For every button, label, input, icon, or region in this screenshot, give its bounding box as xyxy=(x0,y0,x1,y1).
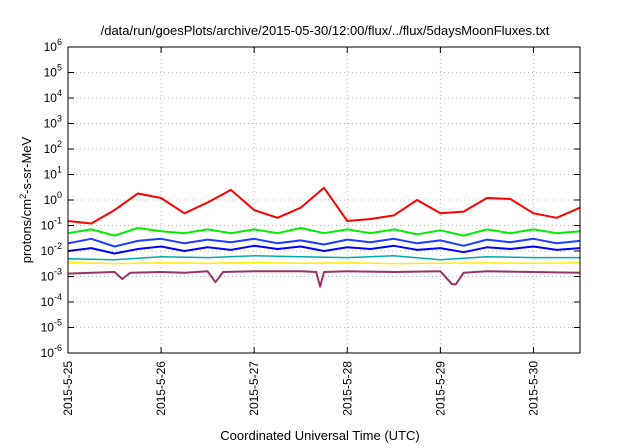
y-tick-label-base: 10 xyxy=(41,270,55,284)
y-tick-label-base: 10 xyxy=(44,117,58,131)
y-tick-label-exponent: 3 xyxy=(57,114,62,124)
x-axis-label: Coordinated Universal Time (UTC) xyxy=(220,428,419,443)
y-tick-label: 10-3 xyxy=(41,267,62,284)
y-tick-label-base: 10 xyxy=(44,91,58,105)
y-tick-label-exponent: -6 xyxy=(54,343,62,353)
x-tick-label: 2015-5-29 xyxy=(433,361,447,416)
y-tick-label-exponent: -5 xyxy=(54,318,62,328)
y-tick-label: 10-2 xyxy=(41,241,62,258)
y-axis: 10-610-510-410-310-210-11001011021031041… xyxy=(41,37,580,360)
y-tick-label-base: 10 xyxy=(41,244,55,258)
y-tick-label-base: 10 xyxy=(44,142,58,156)
series-line-2 xyxy=(67,270,581,288)
y-tick-label-exponent: 4 xyxy=(57,88,62,98)
y-tick-label-exponent: -1 xyxy=(54,216,62,226)
y-tick-label-base: 10 xyxy=(44,168,58,182)
y-tick-label-exponent: 6 xyxy=(57,37,62,47)
chart-title: /data/run/goesPlots/archive/2015-05-30/1… xyxy=(101,23,550,38)
x-tick-label: 2015-5-26 xyxy=(154,361,168,416)
y-tick-label-base: 10 xyxy=(41,295,55,309)
y-tick-label: 106 xyxy=(44,37,62,54)
series-line-7 xyxy=(67,186,581,225)
y-tick-label: 105 xyxy=(44,63,62,80)
y-tick-label: 10-4 xyxy=(41,292,62,309)
y-tick-label: 102 xyxy=(44,139,62,156)
y-tick-label-exponent: -2 xyxy=(54,241,62,251)
series-line-6 xyxy=(67,227,581,237)
x-axis: 2015-5-25 2015-5-26 2015-5-27 2015-5-28 2015… xyxy=(61,47,540,416)
y-tick-label-exponent: 5 xyxy=(57,63,62,73)
grid xyxy=(68,47,580,353)
y-tick-label: 103 xyxy=(44,114,62,131)
x-tick-label: 2015-5-27 xyxy=(247,361,261,416)
x-tick-label: 2015-5-28 xyxy=(340,361,354,416)
series-line-3 xyxy=(67,255,580,261)
y-tick-label: 10-6 xyxy=(41,343,62,360)
y-axis-label-superscript: 2 xyxy=(18,194,28,199)
y-tick-label: 104 xyxy=(44,88,62,105)
y-tick-label-exponent: 0 xyxy=(57,190,62,200)
x-tick-label: 2015-5-25 xyxy=(61,361,75,416)
series-line-5 xyxy=(67,237,581,248)
y-tick-label: 10-1 xyxy=(41,216,62,233)
y-tick-label-base: 10 xyxy=(44,193,58,207)
y-tick-label-exponent: 1 xyxy=(57,165,62,175)
series-group xyxy=(67,186,581,288)
y-tick-label-exponent: 2 xyxy=(57,139,62,149)
y-tick-label-base: 10 xyxy=(44,66,58,80)
series-line-4 xyxy=(67,244,581,255)
y-axis-label: protons/cm2-s-sr-MeV xyxy=(18,136,34,263)
y-tick-label-exponent: -4 xyxy=(54,292,62,302)
y-tick-label-base: 10 xyxy=(41,219,55,233)
y-tick-label-base: 10 xyxy=(41,321,55,335)
y-axis-label-suffix: -s-sr-MeV xyxy=(19,136,34,193)
y-tick-label-exponent: -3 xyxy=(54,267,62,277)
y-tick-label-base: 10 xyxy=(41,346,55,360)
y-tick-label: 10-5 xyxy=(41,318,62,335)
series-line-1 xyxy=(67,261,581,265)
y-tick-label: 101 xyxy=(44,165,62,182)
y-axis-label-prefix: protons/cm xyxy=(19,199,34,263)
y-tick-label: 100 xyxy=(44,190,62,207)
x-tick-label: 2015-5-30 xyxy=(526,361,540,416)
y-tick-label-base: 10 xyxy=(44,40,58,54)
